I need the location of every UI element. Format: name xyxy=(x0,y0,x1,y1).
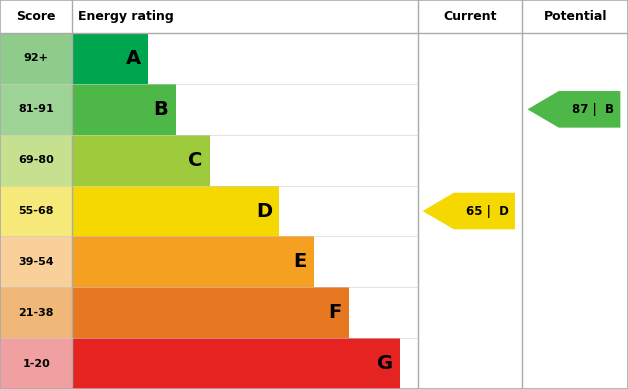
Bar xyxy=(72,237,314,287)
Bar xyxy=(72,33,148,84)
Bar xyxy=(0,186,72,237)
Bar xyxy=(72,287,349,338)
Bar xyxy=(72,186,279,237)
Text: 81-91: 81-91 xyxy=(18,104,54,114)
Text: F: F xyxy=(328,303,341,322)
Bar xyxy=(0,0,628,33)
Polygon shape xyxy=(423,193,515,230)
Text: Current: Current xyxy=(443,10,497,23)
Text: D: D xyxy=(256,202,272,221)
Text: 65 |  D: 65 | D xyxy=(466,205,509,217)
Text: 39-54: 39-54 xyxy=(18,257,54,267)
Text: 69-80: 69-80 xyxy=(18,155,54,165)
Bar xyxy=(0,84,72,135)
Text: Energy rating: Energy rating xyxy=(78,10,174,23)
Text: C: C xyxy=(188,151,203,170)
Text: 92+: 92+ xyxy=(24,54,48,63)
Bar xyxy=(0,287,72,338)
Text: Potential: Potential xyxy=(543,10,607,23)
Text: 87 |  B: 87 | B xyxy=(571,103,614,116)
Text: G: G xyxy=(377,354,392,373)
Text: E: E xyxy=(293,252,306,272)
Bar xyxy=(72,135,210,186)
Bar xyxy=(0,135,72,186)
Text: A: A xyxy=(126,49,141,68)
Text: 1-20: 1-20 xyxy=(22,359,50,368)
Bar xyxy=(72,84,176,135)
Bar xyxy=(0,33,72,84)
Text: 55-68: 55-68 xyxy=(18,206,54,216)
Text: 21-38: 21-38 xyxy=(18,308,54,318)
Bar xyxy=(72,338,400,389)
Bar xyxy=(0,237,72,287)
Bar xyxy=(0,338,72,389)
Polygon shape xyxy=(528,91,620,128)
Text: B: B xyxy=(154,100,168,119)
Text: Score: Score xyxy=(16,10,56,23)
